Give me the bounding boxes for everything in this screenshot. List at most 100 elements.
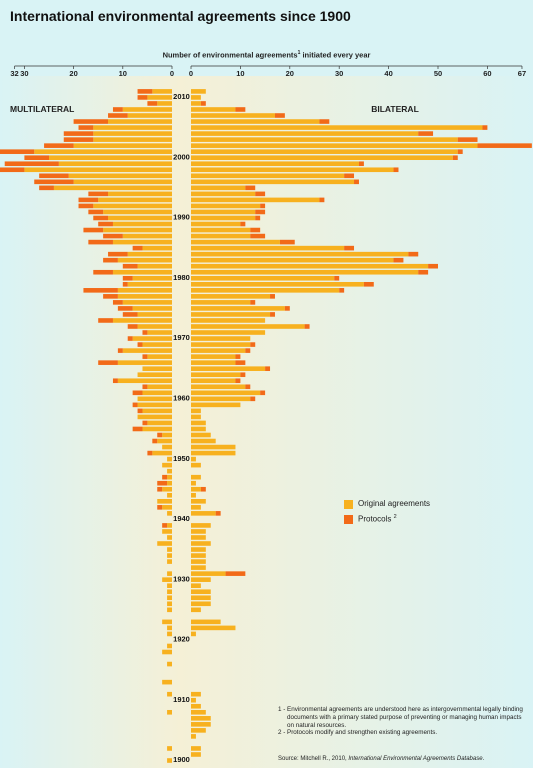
bilateral-original-bar-1979 <box>191 281 364 287</box>
bilateral-original-bar-1955 <box>191 426 206 432</box>
bilateral-protocol-bar-1977 <box>270 294 275 299</box>
multilateral-protocol-bar-1999 <box>4 161 59 167</box>
multilateral-protocol-bar-1991 <box>88 209 104 215</box>
multilateral-original-bar-1962 <box>147 384 172 390</box>
multilateral-original-bar-1970 <box>132 336 172 341</box>
multilateral-protocol-bar-1998 <box>0 167 25 173</box>
bilateral-original-bar-1959 <box>191 402 241 408</box>
subtitle-suffix: initiated every year <box>300 50 371 60</box>
multilateral-original-bar-1959 <box>137 402 172 408</box>
bilateral-original-bar-1977 <box>191 294 271 299</box>
multilateral-original-bar-2009 <box>157 101 172 106</box>
right-axis-tick-label: 30 <box>335 69 343 78</box>
bilateral-original-bar-1939 <box>191 523 211 528</box>
year-tick-label: 2000 <box>173 152 190 161</box>
multilateral-original-bar-2001 <box>34 149 172 154</box>
multilateral-protocol-bar-1985 <box>132 245 143 251</box>
multilateral-protocol-bar-1973 <box>98 318 113 323</box>
multilateral-original-bar-1949 <box>162 462 172 468</box>
multilateral-original-bar-1983 <box>117 257 172 263</box>
bilateral-protocol-bar-1992 <box>260 203 266 209</box>
left-axis-tick-label: 10 <box>119 69 127 78</box>
multilateral-protocol-bar-1981 <box>93 269 113 275</box>
bilateral-original-bar-1990 <box>191 215 256 221</box>
bilateral-original-bar-1925 <box>191 607 201 613</box>
bilateral-original-bar-2011 <box>191 89 206 94</box>
multilateral-protocol-bar-1987 <box>103 233 123 239</box>
bilateral-original-bar-1942 <box>191 505 201 510</box>
multilateral-original-bar-1956 <box>147 420 172 426</box>
bilateral-original-bar-1931 <box>191 571 226 576</box>
bilateral-label: BILATERAL <box>371 104 419 114</box>
multilateral-protocol-bar-1997 <box>39 173 69 179</box>
bilateral-protocol-bar-1975 <box>284 306 290 311</box>
multilateral-original-bar-1991 <box>103 209 172 215</box>
bilateral-original-bar-1987 <box>191 233 251 239</box>
bilateral-original-bar-1953 <box>191 438 216 444</box>
multilateral-original-bar-1986 <box>112 239 172 245</box>
bilateral-protocol-bar-2009 <box>200 101 206 106</box>
multilateral-original-bar-1941 <box>167 511 172 516</box>
bilateral-protocol-bar-1983 <box>393 257 404 263</box>
multilateral-protocol-bar-2009 <box>147 101 158 106</box>
bilateral-original-bar-2005 <box>191 125 483 130</box>
bilateral-protocol-bar-2005 <box>482 125 488 130</box>
multilateral-original-bar-2011 <box>152 89 172 94</box>
multilateral-original-bar-1913 <box>162 679 172 685</box>
bilateral-protocol-bar-2000 <box>452 155 458 161</box>
multilateral-original-bar-1999 <box>58 161 173 167</box>
multilateral-protocol-bar-1994 <box>88 191 109 197</box>
multilateral-original-bar-1976 <box>122 300 172 305</box>
multilateral-original-bar-2002 <box>73 143 172 148</box>
multilateral-protocol-bar-1979 <box>122 281 128 287</box>
footnote-1: 1 - Environmental agreements are understo… <box>278 706 528 729</box>
bilateral-protocol-bar-1966 <box>235 360 246 365</box>
bilateral-protocol-bar-2006 <box>319 119 330 124</box>
bilateral-protocol-bar-1987 <box>250 233 266 239</box>
year-tick-label: 1900 <box>173 755 190 764</box>
multilateral-original-bar-1939 <box>167 523 172 528</box>
multilateral-original-bar-1944 <box>167 492 172 498</box>
bilateral-original-bar-1974 <box>191 312 271 317</box>
footnote-1-text: Environmental agreements are understood … <box>287 706 523 729</box>
bilateral-original-bar-1967 <box>191 354 236 359</box>
right-axis-tick-label: 10 <box>236 69 244 78</box>
multilateral-original-bar-1961 <box>142 390 172 396</box>
multilateral-protocol-bar-1977 <box>103 294 118 299</box>
multilateral-protocol-bar-1995 <box>39 185 54 191</box>
multilateral-protocol-bar-1984 <box>108 251 128 257</box>
multilateral-original-bar-2004 <box>93 131 172 136</box>
multilateral-original-bar-1978 <box>117 288 172 293</box>
multilateral-protocol-bar-1972 <box>127 324 138 329</box>
multilateral-protocol-bar-1988 <box>83 227 104 233</box>
multilateral-original-bar-1967 <box>147 354 172 359</box>
multilateral-original-bar-2006 <box>108 119 172 124</box>
chart-subtitle: Number of environmental agreements1 init… <box>0 50 533 60</box>
year-tick-label: 1980 <box>173 273 190 282</box>
subtitle-text: Number of environmental agreements <box>162 50 298 60</box>
bilateral-original-bar-2004 <box>191 131 419 136</box>
multilateral-original-bar-1943 <box>157 499 172 504</box>
bilateral-protocol-bar-2008 <box>235 107 246 112</box>
multilateral-original-bar-1953 <box>157 438 172 444</box>
right-axis-tick-label: 0 <box>189 69 193 78</box>
multilateral-protocol-bar-1976 <box>112 300 123 305</box>
multilateral-original-bar-1926 <box>167 601 172 607</box>
multilateral-original-bar-1919 <box>167 643 172 649</box>
multilateral-original-bar-1947 <box>167 474 172 480</box>
multilateral-protocol-bar-1963 <box>112 378 118 384</box>
multilateral-original-bar-1922 <box>167 625 172 631</box>
multilateral-original-bar-1988 <box>103 227 172 233</box>
multilateral-original-bar-2003 <box>93 137 172 142</box>
multilateral-protocol-bar-1978 <box>83 288 118 293</box>
bilateral-original-bar-1954 <box>191 432 211 438</box>
bilateral-original-bar-1908 <box>191 709 206 715</box>
bilateral-original-bar-1947 <box>191 474 201 480</box>
bilateral-original-bar-1973 <box>191 318 266 323</box>
bilateral-original-bar-1906 <box>191 722 211 727</box>
multilateral-original-bar-1933 <box>167 559 172 564</box>
bilateral-original-bar-1909 <box>191 703 201 709</box>
bilateral-protocol-bar-1995 <box>245 185 256 191</box>
multilateral-original-bar-1938 <box>162 529 172 534</box>
multilateral-protocol-bar-2004 <box>63 131 94 136</box>
